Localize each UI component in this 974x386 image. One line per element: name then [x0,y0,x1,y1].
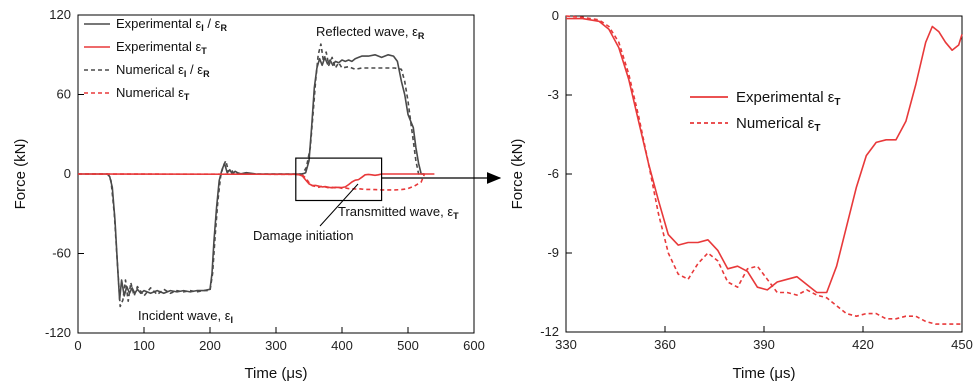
annotation-incident-wave: Incident wave, εI [138,308,233,325]
y-tick-label: -6 [547,166,559,181]
right-ticks: 330 360 390 420 450 0 -3 -6 -9 -12 [540,8,973,352]
right-legend: Experimental εT Numerical εT [690,89,841,134]
legend-entry-exp-t: Experimental εT [116,39,207,56]
left-y-axis-label: Force (kN) [12,139,29,210]
legend-entry-right-exp-t: Experimental εT [736,89,841,108]
right-series [565,15,963,325]
x-tick-label: 0 [74,338,81,353]
x-tick-label: 360 [654,337,676,352]
x-tick-label: 300 [265,338,287,353]
series-line-1 [78,43,425,308]
y-tick-label: 120 [49,7,71,22]
left-legend: Experimental εI / εR Experimental εT Num… [84,16,227,102]
damage-pointer-line [319,183,359,227]
x-tick-label: 450 [951,337,973,352]
y-tick-label: -12 [540,324,559,339]
y-tick-label: -3 [547,87,559,102]
annotation-reflected-wave: Reflected wave, εR [316,24,425,41]
y-tick-label: -9 [547,245,559,260]
y-tick-label: -60 [52,246,71,261]
series-line-0 [566,17,963,294]
legend-entry-right-num-t: Numerical εT [736,115,820,134]
x-tick-label: 330 [555,337,577,352]
left-series [77,43,435,308]
right-y-axis-label: Force (kN) [509,139,526,210]
legend-entry-num-ir: Numerical εI / εR [116,62,210,79]
legend-entry-num-t: Numerical εT [116,85,190,102]
legend-entry-exp-ir: Experimental εI / εR [116,16,227,33]
y-tick-label: 0 [64,166,71,181]
y-tick-label: -120 [45,325,71,340]
series-line-2 [77,173,435,189]
annotation-damage-initiation: Damage initiation [253,228,353,243]
left-x-axis-label: Time (μs) [244,365,307,382]
y-tick-label: 0 [552,8,559,23]
series-line-1 [565,15,962,325]
x-tick-label: 100 [133,338,155,353]
annotation-transmitted-wave: Transmitted wave, εT [338,204,459,221]
x-tick-label: 390 [753,337,775,352]
x-tick-label: 400 [331,338,353,353]
series-line-3 [77,173,426,191]
x-tick-label: 600 [463,338,485,353]
y-tick-label: 60 [57,87,71,102]
zoom-region-box [295,157,383,202]
x-tick-label: 200 [199,338,221,353]
right-x-axis-label: Time (μs) [732,365,795,382]
right-chart: 330 360 390 420 450 0 -3 -6 -9 -12 Time (μs) Forc… [509,8,973,382]
x-tick-label: 420 [852,337,874,352]
x-tick-label: 500 [397,338,419,353]
